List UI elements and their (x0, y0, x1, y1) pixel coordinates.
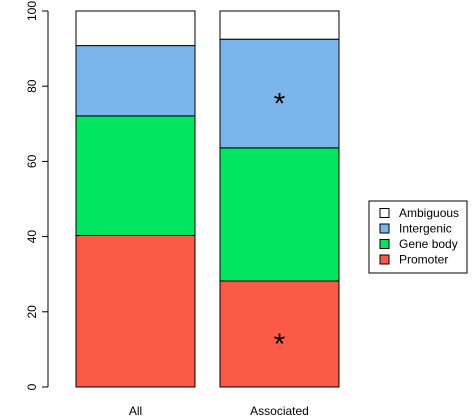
bar-associated-promoter (219, 280, 340, 388)
legend-swatch-ambiguous (379, 208, 390, 218)
y-tick-label: 100 (25, 1, 39, 21)
y-tick-label: 0 (25, 383, 39, 390)
x-label-associated: Associated (250, 404, 309, 418)
bar-associated-gene-body (219, 147, 340, 282)
legend-swatch-promoter (379, 254, 390, 265)
legend-label-intergenic: Intergenic (399, 222, 452, 236)
bars (75, 10, 340, 388)
x-label-all: All (129, 404, 142, 418)
bar-associated-intergenic (219, 38, 340, 149)
legend-label-gene-body: Gene body (399, 237, 458, 251)
y-axis: 0 20 40 60 80 100 (25, 1, 49, 390)
y-tick-label: 80 (25, 79, 39, 93)
legend-swatch-gene-body (379, 239, 390, 249)
significance-asterisk: * (274, 88, 286, 121)
annotations: ** (274, 88, 286, 361)
y-tick-label: 20 (25, 305, 39, 319)
bar-all-ambiguous (75, 10, 196, 47)
legend-swatch-intergenic (379, 223, 390, 234)
y-tick-label: 60 (25, 154, 39, 168)
legend-label-ambiguous: Ambiguous (399, 206, 459, 220)
y-tick-label: 40 (25, 230, 39, 244)
x-axis-labels: All Associated (129, 404, 309, 418)
bar-associated-ambiguous (219, 10, 340, 40)
bar-all-intergenic (75, 45, 196, 117)
bar-all-promoter (75, 234, 196, 388)
bar-all-gene-body (75, 115, 196, 236)
legend-label-promoter: Promoter (399, 253, 448, 267)
significance-asterisk: * (274, 328, 286, 361)
